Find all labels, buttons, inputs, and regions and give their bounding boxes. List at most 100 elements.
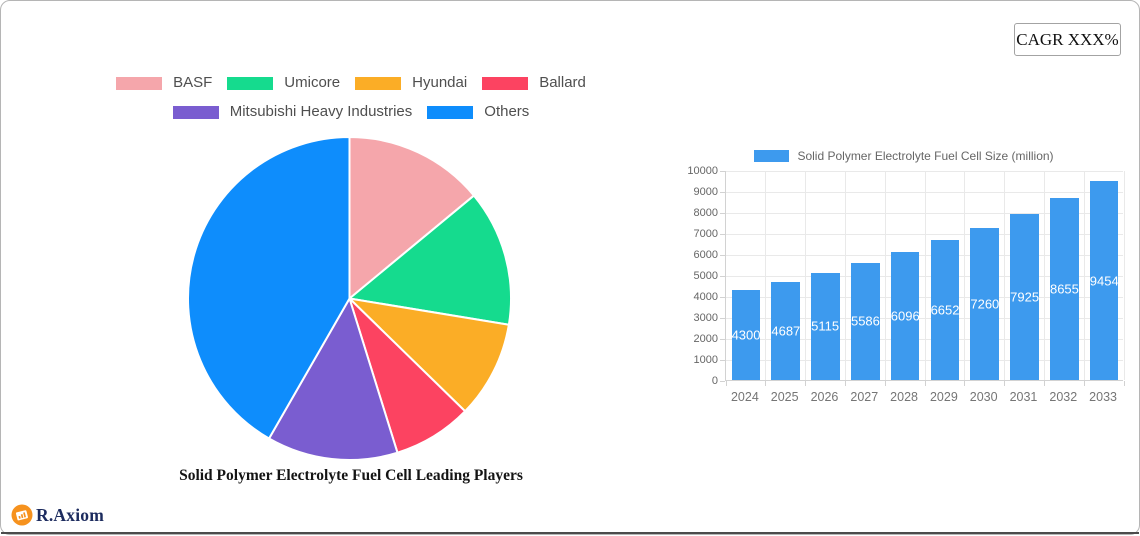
legend-swatch: [482, 77, 528, 90]
x-tick: [726, 381, 727, 386]
bar-2033[interactable]: 9454.8: [1090, 181, 1119, 380]
x-tick-label: 2026: [805, 390, 845, 404]
x-tick-label: 2031: [1004, 390, 1044, 404]
pie-legend-row: Mitsubishi Heavy Industries Others: [1, 102, 701, 122]
y-tick-label: 0: [680, 376, 718, 387]
pie-chart: [185, 134, 514, 463]
x-tick: [1084, 381, 1085, 386]
x-tick: [765, 381, 766, 386]
bar-value-label: 4300: [732, 327, 761, 342]
y-tick-label: 1000: [680, 355, 718, 366]
y-tick-label: 10000: [680, 166, 718, 177]
brand-name: R.Axiom: [36, 505, 104, 526]
pie-legend-item-others[interactable]: Others: [427, 102, 529, 122]
gridline: [1044, 171, 1045, 380]
gridline: [885, 171, 886, 380]
legend-swatch: [355, 77, 401, 90]
bar-legend-label: Solid Polymer Electrolyte Fuel Cell Size…: [797, 149, 1053, 163]
bar-2030[interactable]: 7260.6: [970, 228, 999, 380]
bar-chart-legend-item[interactable]: Solid Polymer Electrolyte Fuel Cell Size…: [725, 148, 1123, 164]
pie-legend-item-basf[interactable]: BASF: [116, 73, 212, 93]
y-tick: [720, 192, 725, 193]
legend-label: Mitsubishi Heavy Industries: [230, 102, 413, 122]
x-tick: [1124, 381, 1125, 386]
gridline: [805, 171, 806, 380]
cagr-badge: CAGR XXX%: [1014, 23, 1121, 56]
bar-value-label: 6096.9: [891, 308, 920, 323]
x-tick-label: 2027: [844, 390, 884, 404]
x-tick-label: 2029: [924, 390, 964, 404]
x-tick-label: 2024: [725, 390, 765, 404]
y-tick-label: 2000: [680, 334, 718, 345]
y-tick: [720, 381, 725, 382]
pie-legend-item-mitsubishi-heavy-industries[interactable]: Mitsubishi Heavy Industries: [173, 102, 413, 122]
y-tick-label: 8000: [680, 208, 718, 219]
y-tick-label: 9000: [680, 187, 718, 198]
bar-2024[interactable]: 4300: [732, 290, 761, 380]
x-tick: [1004, 381, 1005, 386]
legend-swatch: [427, 106, 473, 119]
pie-legend: BASF Umicore Hyundai Ballard Mitsubishi Heav…: [1, 73, 701, 131]
x-tick: [925, 381, 926, 386]
y-tick: [720, 171, 725, 172]
bar-value-label: 6652.9: [931, 303, 960, 318]
bar-value-label: 9454.8: [1090, 273, 1119, 288]
pie-chart-title: Solid Polymer Electrolyte Fuel Cell Lead…: [1, 467, 701, 485]
legend-label: BASF: [173, 73, 212, 93]
bottom-border-line: [1, 532, 1139, 535]
y-tick-label: 6000: [680, 250, 718, 261]
bar-2027[interactable]: 5586.0: [851, 263, 880, 380]
x-tick-label: 2025: [765, 390, 805, 404]
y-tick-label: 7000: [680, 229, 718, 240]
bar-value-label: 5115.0: [811, 319, 840, 334]
x-tick-label: 2030: [964, 390, 1004, 404]
bar-2028[interactable]: 6096.9: [891, 252, 920, 380]
bar-plot-area: 4300 4687.6 5115.0 5586.0 6096.9 6652.9 7260.6…: [725, 171, 1123, 381]
x-tick-label: 2032: [1043, 390, 1083, 404]
legend-label: Umicore: [284, 73, 340, 93]
x-tick-label: 2033: [1083, 390, 1123, 404]
bar-value-label: 8655.1: [1050, 282, 1079, 297]
pie-chart-section: BASF Umicore Hyundai Ballard Mitsubishi Heav…: [1, 1, 701, 536]
gridline: [925, 171, 926, 380]
bar-2026[interactable]: 5115.0: [811, 273, 840, 380]
pie-legend-item-umicore[interactable]: Umicore: [227, 73, 340, 93]
y-tick: [720, 255, 725, 256]
bar-2031[interactable]: 7925.9: [1010, 214, 1039, 380]
pie-legend-row: BASF Umicore Hyundai Ballard: [1, 73, 701, 93]
x-tick: [964, 381, 965, 386]
pie-legend-item-hyundai[interactable]: Hyundai: [355, 73, 467, 93]
bar-legend-swatch: [754, 150, 789, 162]
y-tick: [720, 276, 725, 277]
legend-label: Hyundai: [412, 73, 467, 93]
gridline: [964, 171, 965, 380]
gridline: [845, 171, 846, 380]
x-tick: [885, 381, 886, 386]
gridline: [1004, 171, 1005, 380]
legend-label: Others: [484, 102, 529, 122]
bar-value-label: 7260.6: [970, 296, 999, 311]
brand-logo-icon: [11, 504, 33, 526]
y-tick: [720, 234, 725, 235]
x-tick: [845, 381, 846, 386]
y-tick-label: 3000: [680, 313, 718, 324]
bar-2029[interactable]: 6652.9: [931, 240, 960, 380]
gridline: [1124, 171, 1125, 380]
bar-2025[interactable]: 4687.6: [771, 282, 800, 380]
bar-2032[interactable]: 8655.1: [1050, 198, 1079, 380]
bar-value-label: 7925.9: [1010, 289, 1039, 304]
y-tick: [720, 297, 725, 298]
bar-value-label: 4687.6: [771, 323, 800, 338]
brand-logo: R.Axiom: [11, 504, 104, 526]
x-tick: [1044, 381, 1045, 386]
y-tick: [720, 339, 725, 340]
pie-legend-item-ballard[interactable]: Ballard: [482, 73, 586, 93]
y-tick-label: 5000: [680, 271, 718, 282]
legend-swatch: [227, 77, 273, 90]
x-tick-label: 2028: [884, 390, 924, 404]
gridline: [1084, 171, 1085, 380]
y-tick: [720, 213, 725, 214]
legend-swatch: [173, 106, 219, 119]
y-tick: [720, 360, 725, 361]
